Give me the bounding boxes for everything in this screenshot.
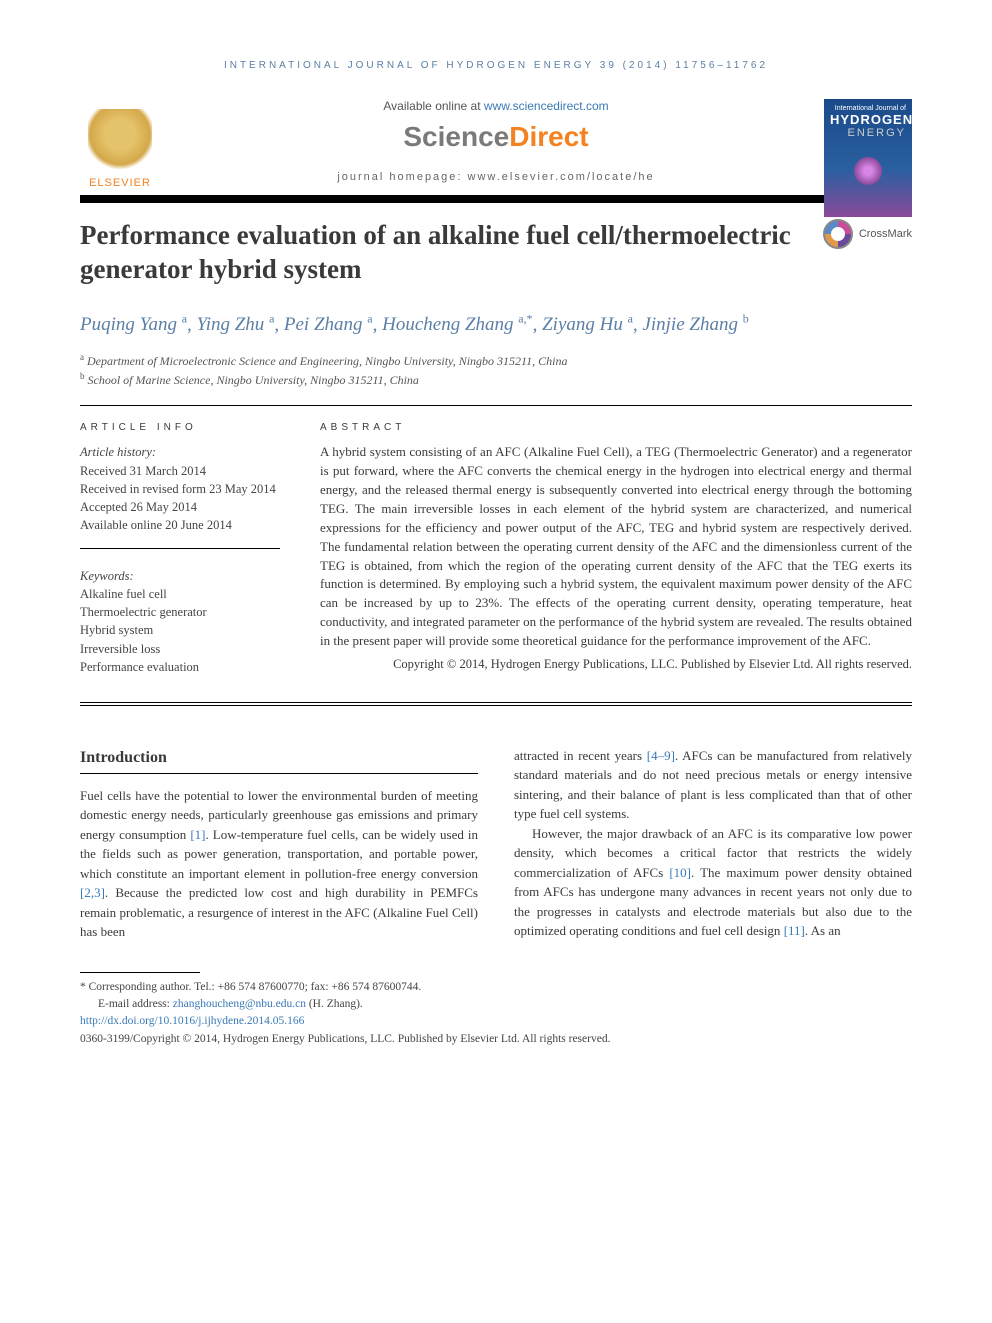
author: Ziyang Hu a — [542, 314, 633, 335]
affiliation-a: Department of Microelectronic Science an… — [87, 354, 567, 368]
availability-line: Available online at www.sciencedirect.co… — [80, 99, 912, 113]
journal-homepage: journal homepage: www.elsevier.com/locat… — [80, 171, 912, 183]
history-label: Article history: — [80, 443, 280, 461]
body-columns: Introduction Fuel cells have the potenti… — [80, 746, 912, 942]
history-online: Available online 20 June 2014 — [80, 516, 280, 534]
body-col-left: Introduction Fuel cells have the potenti… — [80, 746, 478, 942]
journal-article-page: INTERNATIONAL JOURNAL OF HYDROGEN ENERGY… — [0, 0, 992, 1098]
title-row: Performance evaluation of an alkaline fu… — [80, 219, 912, 287]
info-divider — [80, 548, 280, 549]
author: Jinjie Zhang b — [642, 314, 748, 335]
keyword: Hybrid system — [80, 621, 280, 639]
availability-prefix: Available online at — [383, 99, 484, 113]
citation-link[interactable]: [1] — [190, 827, 205, 842]
article-info-heading: ARTICLE INFO — [80, 422, 280, 433]
affiliation-b: School of Marine Science, Ningbo Univers… — [88, 373, 419, 387]
email-suffix: (H. Zhang). — [306, 998, 363, 1010]
keyword: Thermoelectric generator — [80, 603, 280, 621]
history-received: Received 31 March 2014 — [80, 462, 280, 480]
citation-link[interactable]: [10] — [669, 865, 691, 880]
abstract-column: ABSTRACT A hybrid system consisting of a… — [320, 422, 912, 675]
cover-line2: HYDROGEN — [830, 112, 906, 127]
author: Puqing Yang a — [80, 314, 187, 335]
sd-direct: Direct — [509, 121, 588, 152]
crossmark-badge[interactable]: CrossMark — [823, 219, 912, 249]
abstract-copyright: Copyright © 2014, Hydrogen Energy Public… — [320, 657, 912, 672]
introduction-heading: Introduction — [80, 746, 478, 774]
email-link[interactable]: zhanghoucheng@nbu.edu.cn — [173, 998, 306, 1010]
keyword: Irreversible loss — [80, 640, 280, 658]
history-revised: Received in revised form 23 May 2014 — [80, 480, 280, 498]
issn-copyright: 0360-3199/Copyright © 2014, Hydrogen Ene… — [80, 1031, 912, 1048]
author: Ying Zhu a — [197, 314, 275, 335]
body-col-right: attracted in recent years [4–9]. AFCs ca… — [514, 746, 912, 942]
crossmark-icon — [823, 219, 853, 249]
elsevier-tree-icon — [88, 109, 152, 173]
journal-cover-thumb: International Journal of HYDROGEN ENERGY — [824, 99, 912, 217]
footnote-rule — [80, 972, 200, 973]
elsevier-label: ELSEVIER — [80, 177, 160, 189]
email-label: E-mail address: — [98, 998, 173, 1010]
sciencedirect-link[interactable]: www.sciencedirect.com — [484, 99, 609, 113]
history-accepted: Accepted 26 May 2014 — [80, 498, 280, 516]
author-list: Puqing Yang a, Ying Zhu a, Pei Zhang a, … — [80, 311, 912, 338]
double-rule — [80, 702, 912, 706]
citation-link[interactable]: [11] — [784, 923, 805, 938]
crossmark-label: CrossMark — [859, 228, 912, 240]
cover-line3: ENERGY — [830, 127, 906, 139]
sd-sci: Science — [403, 121, 509, 152]
body-para: attracted in recent years [4–9]. AFCs ca… — [514, 746, 912, 824]
footnotes: * Corresponding author. Tel.: +86 574 87… — [80, 979, 912, 1048]
keyword: Alkaline fuel cell — [80, 585, 280, 603]
rule — [80, 405, 912, 406]
body-para: Fuel cells have the potential to lower t… — [80, 786, 478, 942]
abstract-text: A hybrid system consisting of an AFC (Al… — [320, 443, 912, 650]
keywords-label: Keywords: — [80, 567, 280, 585]
corresponding-author: * Corresponding author. Tel.: +86 574 87… — [80, 979, 912, 996]
article-title: Performance evaluation of an alkaline fu… — [80, 219, 803, 287]
article-info-column: ARTICLE INFO Article history: Received 3… — [80, 422, 280, 675]
citation-link[interactable]: [2,3] — [80, 885, 105, 900]
elsevier-logo: ELSEVIER — [80, 109, 160, 189]
abstract-heading: ABSTRACT — [320, 422, 912, 433]
info-abstract-row: ARTICLE INFO Article history: Received 3… — [80, 422, 912, 675]
masthead: ELSEVIER International Journal of HYDROG… — [80, 99, 912, 183]
keyword: Performance evaluation — [80, 658, 280, 676]
body-para: However, the major drawback of an AFC is… — [514, 824, 912, 941]
cover-graphic-icon — [854, 157, 882, 185]
affiliations: a Department of Microelectronic Science … — [80, 351, 912, 389]
running-header: INTERNATIONAL JOURNAL OF HYDROGEN ENERGY… — [80, 60, 912, 71]
doi-link[interactable]: http://dx.doi.org/10.1016/j.ijhydene.201… — [80, 1015, 304, 1027]
cover-line1: International Journal of — [830, 105, 906, 112]
title-bar-rule — [80, 195, 912, 203]
citation-link[interactable]: [4–9] — [647, 748, 675, 763]
author: Houcheng Zhang a,* — [382, 314, 532, 335]
sciencedirect-logo: ScienceDirect — [80, 121, 912, 153]
author: Pei Zhang a — [284, 314, 373, 335]
